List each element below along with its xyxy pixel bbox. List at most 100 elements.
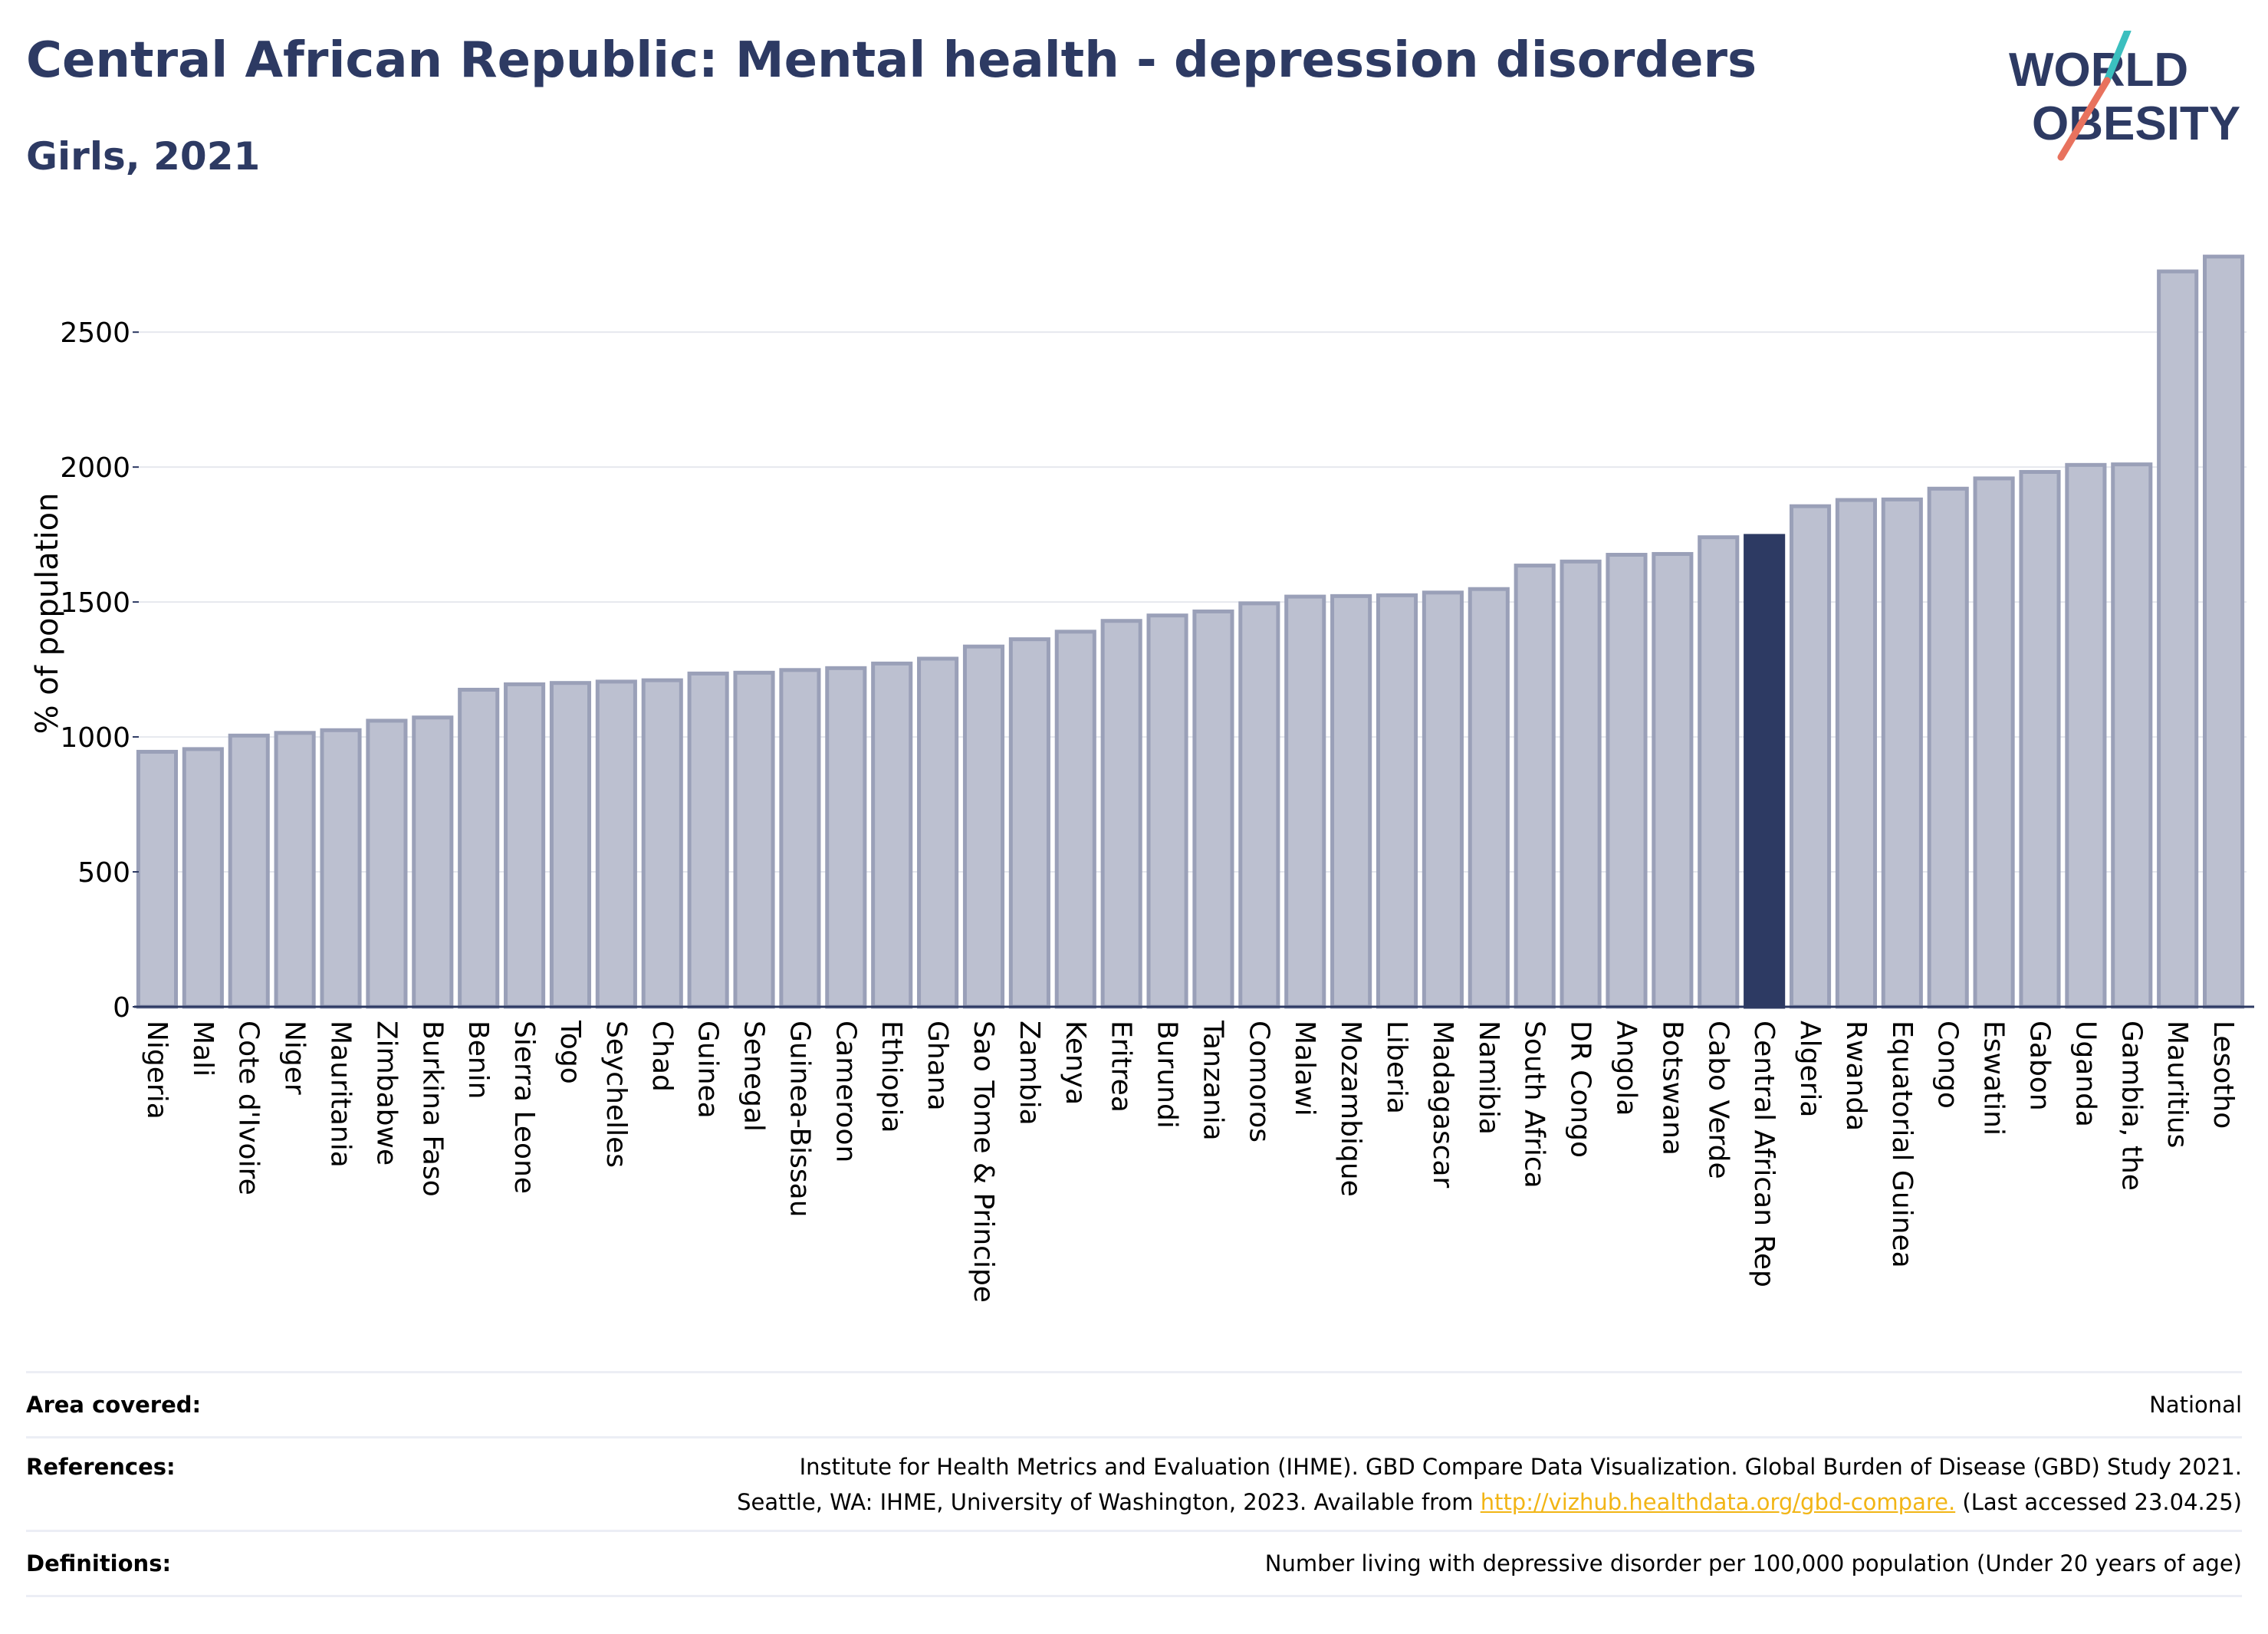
x-tick-label: Eritrea <box>1106 1021 1137 1113</box>
footer-definitions-row: Definitions: Number living with depressi… <box>26 1530 2242 1597</box>
bar-chart: 0 500 1000 1500 2000 2500 Nigeria Mali Cote d'I… <box>60 255 2254 1303</box>
bar[interactable] <box>871 661 913 1009</box>
bar[interactable] <box>595 679 637 1009</box>
bar[interactable] <box>1744 534 1786 1009</box>
references-line2-post: (Last accessed 23.04.25) <box>1955 1489 2242 1515</box>
bar[interactable] <box>687 671 729 1009</box>
x-tick-label: Madagascar <box>1427 1021 1458 1189</box>
bar[interactable] <box>1330 593 1372 1009</box>
x-tick-label: Sierra Leone <box>508 1021 540 1194</box>
bar[interactable] <box>2202 255 2245 1009</box>
bar[interactable] <box>1284 594 1326 1009</box>
bar[interactable] <box>1560 559 1602 1009</box>
bars <box>136 255 2245 1009</box>
bar[interactable] <box>1146 613 1188 1009</box>
bar[interactable] <box>2157 269 2199 1009</box>
bar[interactable] <box>1789 504 1832 1009</box>
references-link[interactable]: http://vizhub.healthdata.org/gbd-compare… <box>1480 1489 1956 1515</box>
bar[interactable] <box>182 747 224 1009</box>
x-tick-label: Algeria <box>1794 1021 1826 1118</box>
bar[interactable] <box>1008 637 1050 1009</box>
footer-area-row: Area covered: National <box>26 1371 2242 1436</box>
world-obesity-logo: WORLD OBESITY <box>2009 31 2240 161</box>
x-tick-label: Benin <box>462 1021 494 1099</box>
x-tick-label: Lesotho <box>2207 1021 2239 1129</box>
bar[interactable] <box>1192 609 1234 1009</box>
y-tick-label: 0 <box>113 992 130 1024</box>
bar[interactable] <box>1376 593 1418 1009</box>
x-tick-label: Seychelles <box>600 1021 632 1168</box>
definitions-value: Number living with depressive disorder p… <box>1264 1550 2242 1576</box>
logo-slash-coral <box>2057 77 2111 161</box>
x-tick-label: Mali <box>187 1021 219 1077</box>
x-tick-label: Senegal <box>738 1021 770 1132</box>
x-tick-label: Malawi <box>1289 1021 1320 1116</box>
y-tick-label: 2500 <box>60 317 130 349</box>
bar[interactable] <box>1835 498 1877 1009</box>
x-tick-label: Mauritania <box>325 1021 357 1168</box>
bar[interactable] <box>1514 564 1556 1009</box>
x-tick-label: Angola <box>1610 1021 1642 1116</box>
x-tick-label: Cabo Verde <box>1702 1021 1734 1179</box>
bar[interactable] <box>1422 590 1464 1009</box>
x-tick-label: Congo <box>1932 1021 1964 1109</box>
x-tick-label: Cameroon <box>830 1021 861 1162</box>
x-tick-label: Ethiopia <box>876 1021 907 1133</box>
bar[interactable] <box>1927 486 1969 1009</box>
x-tick-label: Uganda <box>2069 1021 2101 1127</box>
x-tick-label: Zambia <box>1014 1021 1045 1126</box>
chart-title: Central African Republic: Mental health … <box>26 32 1757 89</box>
bar[interactable] <box>1468 587 1510 1009</box>
references-line1: Institute for Health Metrics and Evaluat… <box>799 1454 2242 1480</box>
bar[interactable] <box>2065 462 2107 1009</box>
bar[interactable] <box>779 668 821 1009</box>
references-value: Institute for Health Metrics and Evaluat… <box>737 1449 2242 1520</box>
x-tick-label: Togo <box>554 1020 586 1084</box>
bar[interactable] <box>549 681 592 1009</box>
bar[interactable] <box>917 656 959 1009</box>
bar[interactable] <box>733 670 775 1009</box>
bar[interactable] <box>1238 601 1280 1009</box>
y-tick-label: 500 <box>77 857 130 889</box>
chart-subtitle: Girls, 2021 <box>26 134 261 179</box>
x-tick-label: Equatorial Guinea <box>1886 1021 1918 1268</box>
bar[interactable] <box>1054 630 1096 1009</box>
bar[interactable] <box>641 678 683 1009</box>
bar[interactable] <box>1881 497 1923 1009</box>
bar[interactable] <box>366 718 408 1009</box>
area-covered-value: National <box>2149 1392 2242 1418</box>
bar[interactable] <box>504 682 546 1009</box>
y-tick-label: 1500 <box>60 587 130 619</box>
definitions-label: Definitions: <box>26 1550 172 1576</box>
bar[interactable] <box>136 749 179 1009</box>
x-tick-label: Gabon <box>2023 1021 2055 1111</box>
x-tick-label: Botswana <box>1656 1021 1688 1156</box>
x-tick-label: Burkina Faso <box>416 1021 448 1197</box>
bar[interactable] <box>320 728 362 1009</box>
logo-slash-teal <box>2103 31 2132 84</box>
bar[interactable] <box>825 666 867 1009</box>
bar[interactable] <box>228 733 270 1009</box>
x-tick-label: Liberia <box>1381 1021 1412 1114</box>
x-tick-label: Central African Rep <box>1748 1021 1780 1287</box>
x-tick-labels: Nigeria Mali Cote d'Ivoire Niger Mauritania Z… <box>141 1020 2239 1303</box>
bar[interactable] <box>412 715 454 1009</box>
bar[interactable] <box>1100 619 1142 1009</box>
bar[interactable] <box>962 644 1005 1009</box>
x-tick-label: Namibia <box>1473 1021 1504 1135</box>
bar[interactable] <box>458 687 500 1009</box>
bar[interactable] <box>1606 553 1648 1009</box>
x-tick-label: Tanzania <box>1197 1020 1228 1141</box>
references-label: References: <box>26 1454 176 1480</box>
bar[interactable] <box>2111 462 2153 1009</box>
bar[interactable] <box>1698 535 1740 1009</box>
x-tick-label: Kenya <box>1060 1021 1091 1105</box>
area-covered-label: Area covered: <box>26 1392 202 1418</box>
bar[interactable] <box>2019 469 2061 1009</box>
bar[interactable] <box>274 731 316 1009</box>
bar[interactable] <box>1652 551 1694 1009</box>
x-tick-label: Ghana <box>922 1021 953 1111</box>
bar[interactable] <box>1973 476 2015 1009</box>
y-tick-label: 2000 <box>60 452 130 484</box>
y-axis-label: % of population <box>30 492 65 735</box>
